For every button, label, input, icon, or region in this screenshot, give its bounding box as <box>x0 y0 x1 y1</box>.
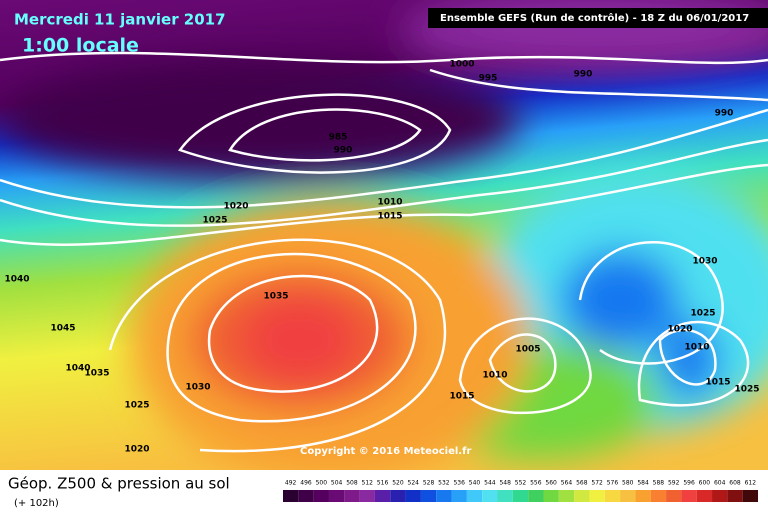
scale-swatch <box>543 490 559 502</box>
scale-swatch <box>313 490 329 502</box>
isobar-label: 1015 <box>449 392 474 402</box>
scale-swatch <box>574 490 590 502</box>
isobar-label: 990 <box>715 109 734 119</box>
scale-label: 608 <box>729 480 741 487</box>
scale-swatch <box>620 490 636 502</box>
isobar-label: 1040 <box>4 275 29 285</box>
isobar-label: 1015 <box>705 378 730 388</box>
scale-label: 580 <box>622 480 634 487</box>
isobar-label: 1025 <box>690 309 715 319</box>
scale-swatch <box>283 490 299 502</box>
scale-label: 612 <box>745 480 757 487</box>
forecast-hour: (+ 102h) <box>14 498 59 509</box>
isobar-label: 1020 <box>124 445 149 455</box>
scale-label: 584 <box>637 480 649 487</box>
scale-label: 568 <box>576 480 588 487</box>
scale-swatch <box>512 490 529 502</box>
scale-label: 564 <box>561 480 573 487</box>
isobar-label: 1020 <box>223 202 248 212</box>
isobar-label: 1020 <box>667 325 692 335</box>
scale-swatch <box>374 490 391 502</box>
isobar-label: 1030 <box>692 257 717 267</box>
copyright: Copyright © 2016 Meteociel.fr <box>300 446 471 457</box>
isobars <box>0 51 768 453</box>
scale-label: 540 <box>469 480 481 487</box>
scale-label: 544 <box>484 480 496 487</box>
isobar-label: 1045 <box>50 324 75 334</box>
scale-swatch <box>466 490 483 502</box>
isobar-label: 995 <box>479 74 498 84</box>
isobar-label: 1010 <box>482 371 507 381</box>
scale-label: 520 <box>392 480 404 487</box>
color-scale: 492 496 500 504 508 512 516 520 524 528 532 536 540 5… <box>283 480 758 502</box>
scale-swatch <box>405 490 421 502</box>
scale-swatch <box>482 490 498 502</box>
scale-label: 532 <box>438 480 450 487</box>
scale-label: 516 <box>377 480 389 487</box>
scale-swatch <box>558 490 575 502</box>
scale-label: 576 <box>607 480 619 487</box>
isobar-label: 1025 <box>734 385 759 395</box>
isobar-label: 990 <box>574 70 593 80</box>
scale-swatch <box>681 490 697 502</box>
isobar-label: 990 <box>334 146 353 156</box>
scale-swatch <box>742 490 758 502</box>
scale-swatch <box>390 490 406 502</box>
scale-label: 552 <box>515 480 527 487</box>
isobar-label: 1035 <box>84 369 109 379</box>
scale-swatch <box>666 490 682 502</box>
scale-swatch <box>497 490 513 502</box>
scale-label: 536 <box>453 480 465 487</box>
isobar-label: 1035 <box>263 292 288 302</box>
isobar-label: 1040 <box>65 364 90 374</box>
scale-label: 556 <box>530 480 542 487</box>
scale-swatch <box>604 490 621 502</box>
scale-swatch <box>436 490 452 502</box>
scale-swatch <box>328 490 345 502</box>
scale-swatch <box>727 490 743 502</box>
scale-swatch <box>359 490 375 502</box>
scale-swatch <box>420 490 437 502</box>
scale-label: 512 <box>362 480 374 487</box>
scale-swatch <box>451 490 467 502</box>
scale-label: 572 <box>591 480 603 487</box>
isobar-label: 1010 <box>377 198 402 208</box>
isobar-label: 985 <box>329 133 348 143</box>
run-info: Ensemble GEFS (Run de contrôle) - 18 Z d… <box>440 12 749 24</box>
scale-label: 604 <box>714 480 726 487</box>
isobar-label: 1030 <box>185 383 210 393</box>
scale-label: 528 <box>423 480 435 487</box>
scale-label: 588 <box>653 480 665 487</box>
scale-swatch <box>298 490 314 502</box>
scale-label: 492 <box>285 480 297 487</box>
scale-swatch <box>650 490 667 502</box>
scale-label: 592 <box>668 480 680 487</box>
isobar-label: 1010 <box>684 343 709 353</box>
scale-swatch <box>344 490 360 502</box>
scale-label: 548 <box>499 480 511 487</box>
isobar-label: 1005 <box>515 345 540 355</box>
isobar-label: 1025 <box>124 401 149 411</box>
scale-label: 524 <box>408 480 420 487</box>
isobar-label: 1000 <box>449 60 474 70</box>
scale-label: 596 <box>683 480 695 487</box>
scale-swatch <box>528 490 544 502</box>
scale-label: 600 <box>699 480 711 487</box>
scale-label: 504 <box>331 480 343 487</box>
scale-label: 508 <box>346 480 358 487</box>
scale-swatch <box>712 490 728 502</box>
scale-label: 496 <box>300 480 312 487</box>
scale-label: 560 <box>545 480 557 487</box>
isobar-label: 1015 <box>377 212 402 222</box>
scale-swatch <box>589 490 605 502</box>
product-title: Géop. Z500 & pression au sol <box>8 475 230 493</box>
map-time: 1:00 locale <box>22 35 139 57</box>
isobar-label: 1025 <box>202 216 227 226</box>
map-date: Mercredi 11 janvier 2017 <box>14 11 226 29</box>
scale-swatch <box>696 490 713 502</box>
scale-label: 500 <box>316 480 328 487</box>
scale-swatch <box>635 490 651 502</box>
